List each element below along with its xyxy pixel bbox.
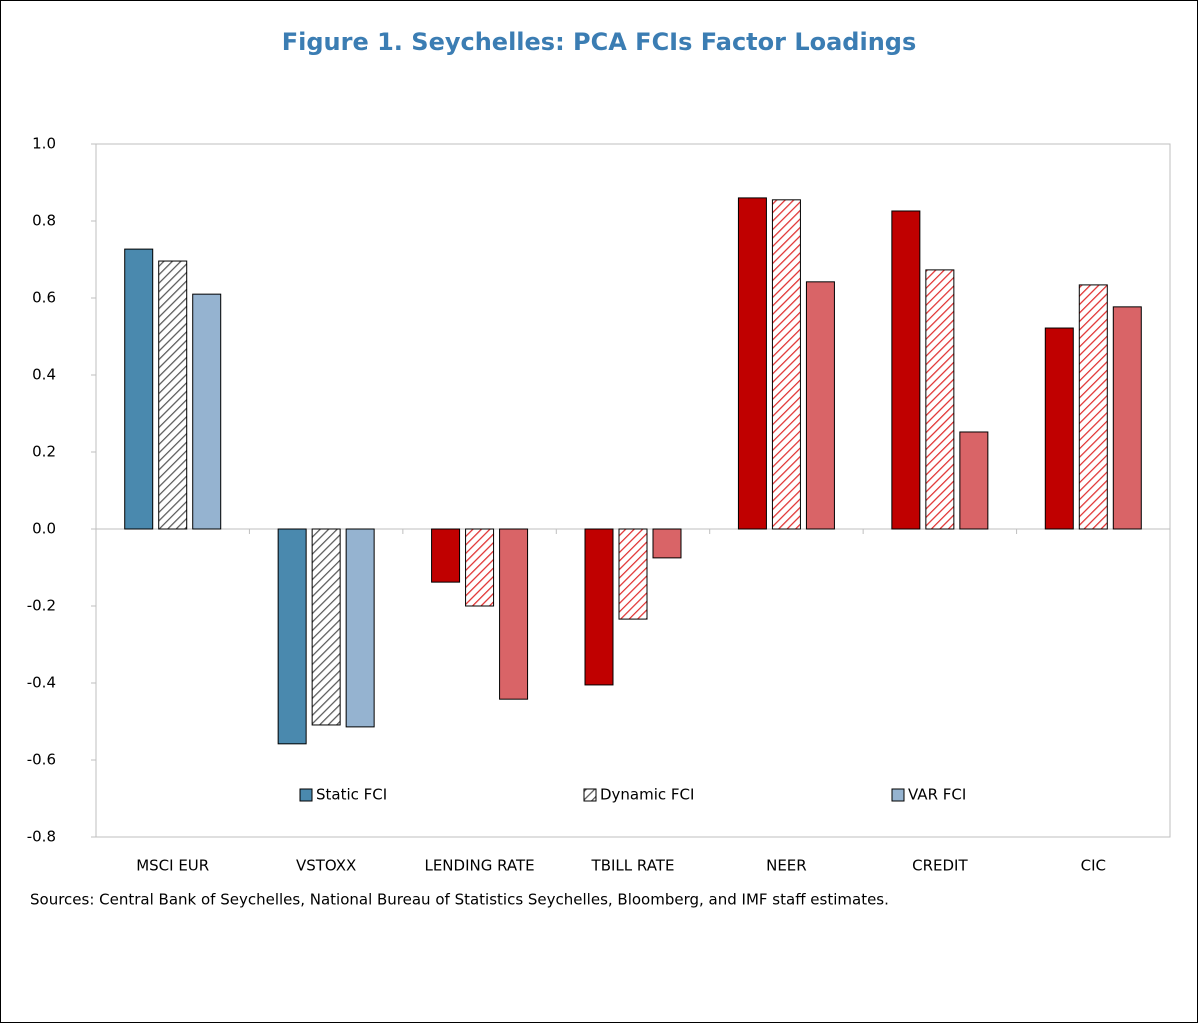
bar — [771, 199, 801, 530]
bar — [345, 528, 375, 728]
bar — [584, 528, 614, 686]
bar — [959, 431, 989, 530]
bar — [192, 293, 222, 530]
chart-title: Figure 1. Seychelles: PCA FCIs Factor Lo… — [282, 28, 917, 56]
bar — [805, 281, 835, 530]
legend-label: VAR FCI — [908, 786, 966, 804]
x-tick-label: VSTOXX — [296, 857, 356, 875]
legend-label: Static FCI — [316, 786, 387, 804]
plot-area — [95, 143, 1171, 838]
x-tick-label: NEER — [766, 857, 807, 875]
bar — [1112, 306, 1142, 530]
legend-swatch — [891, 788, 905, 802]
y-tick-label: -0.2 — [27, 597, 56, 615]
legend-label: Dynamic FCI — [600, 786, 694, 804]
bar — [158, 260, 188, 530]
y-tick-label: 0.4 — [32, 366, 56, 384]
bar — [891, 210, 921, 530]
bar — [465, 528, 495, 607]
legend-swatch — [299, 788, 313, 802]
y-tick-label: -0.4 — [27, 674, 56, 692]
bar — [1078, 284, 1108, 530]
y-tick-label: 1.0 — [32, 135, 56, 153]
bar — [431, 528, 461, 583]
bar — [1044, 327, 1074, 530]
bar — [737, 197, 767, 530]
x-tick-label: TBILL RATE — [591, 857, 675, 875]
bar — [652, 528, 682, 559]
x-tick-label: LENDING RATE — [424, 857, 534, 875]
x-tick-label: CREDIT — [912, 857, 968, 875]
y-tick-label: 0.0 — [32, 520, 56, 538]
bar — [311, 528, 341, 726]
y-tick-label: -0.6 — [27, 751, 56, 769]
bar — [618, 528, 648, 620]
x-tick-label: CIC — [1081, 857, 1106, 875]
y-tick-label: 0.2 — [32, 443, 56, 461]
bar — [925, 269, 955, 530]
y-tick-label: 0.8 — [32, 212, 56, 230]
bar — [499, 528, 529, 700]
x-tick-label: MSCI EUR — [136, 857, 209, 875]
y-tick-label: 0.6 — [32, 289, 56, 307]
y-tick-label: -0.8 — [27, 828, 56, 846]
source-note: Sources: Central Bank of Seychelles, Nat… — [30, 891, 889, 909]
legend-swatch — [583, 788, 597, 802]
bar — [277, 528, 307, 745]
bar — [124, 248, 154, 530]
